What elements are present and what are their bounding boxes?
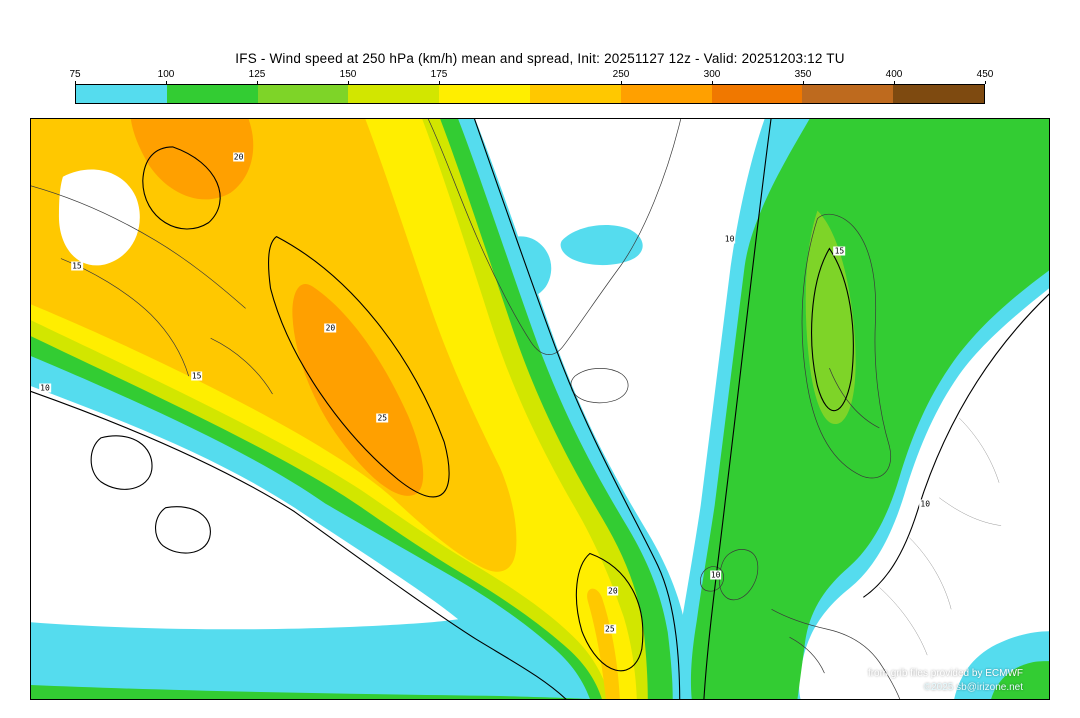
colorbar-segment <box>348 85 440 103</box>
colorbar-tick-mark <box>166 81 167 84</box>
spread-contour <box>155 506 211 554</box>
coastline-namerica-2 <box>60 258 190 377</box>
coastline-europe-inner <box>789 636 825 674</box>
border-line-4 <box>959 417 1000 483</box>
fill-gold-tail-strip <box>587 588 620 699</box>
spread-contour <box>811 247 854 412</box>
spread-contour <box>575 552 644 672</box>
contour-spread-label: 20 <box>324 323 337 333</box>
country-borders <box>879 417 1002 656</box>
contour-spread-label: 20 <box>232 152 245 162</box>
colorbar-tick-label: 175 <box>430 69 448 80</box>
border-line-3 <box>939 497 1002 526</box>
credits: from grib files provided by ECMWF ©2025 … <box>868 667 1023 695</box>
colorbar-tick-label: 150 <box>339 69 357 80</box>
colorbar-tick-label: 250 <box>612 69 630 80</box>
coastlines <box>31 119 901 699</box>
coastline-europe-west <box>771 609 901 699</box>
coastline-baltic <box>829 368 880 429</box>
colorbar-tick-label: 100 <box>157 69 175 80</box>
spread-contour-lines <box>31 119 1049 699</box>
colorbar <box>75 84 985 104</box>
spread-contour <box>90 435 153 490</box>
contour-spread-label: 25 <box>376 413 389 423</box>
map-svg <box>31 119 1049 699</box>
contour-spread-label: 15 <box>190 371 203 381</box>
fill-green-bottom-sliver <box>31 685 590 699</box>
fill-white-hole-upper-left <box>58 169 140 266</box>
spread-contour <box>31 390 567 699</box>
border-line-2 <box>879 587 928 656</box>
contour-spread-label: 25 <box>604 624 616 634</box>
fill-green-right-band <box>690 119 1049 699</box>
colorbar-tick-mark <box>985 81 986 84</box>
map-panel: 20 15 10 15 20 25 20 25 10 10 15 10 from grib files… <box>30 118 1050 700</box>
colorbar-tick-mark <box>803 81 804 84</box>
colorbar-tick-mark <box>75 81 76 84</box>
colorbar-tick-label: 75 <box>69 69 81 80</box>
colorbar-tick-mark <box>439 81 440 84</box>
credit-copyright: ©2025 sb@irizone.net <box>923 682 1023 693</box>
colorbar-tick-label: 450 <box>976 69 994 80</box>
chart-title: IFS - Wind speed at 250 hPa (km/h) mean … <box>235 51 845 66</box>
colorbar-segment <box>439 85 530 103</box>
coastline-greenland <box>427 119 682 355</box>
fill-green-bottom-right-corner <box>991 661 1049 699</box>
coastline-britain <box>719 549 759 601</box>
coastline-namerica-3 <box>210 337 273 395</box>
colorbar-segment <box>711 85 803 103</box>
colorbar-segment <box>529 85 621 103</box>
contour-spread-label: 20 <box>607 586 619 596</box>
fill-orange-core <box>292 283 424 496</box>
colorbar-tick-mark <box>348 81 349 84</box>
coastline-scandinavia <box>801 213 891 479</box>
spread-contour <box>703 119 772 699</box>
fill-lightgreen-right-core <box>805 210 856 425</box>
colorbar-tick-mark <box>621 81 622 84</box>
spread-contour <box>863 293 1049 598</box>
contour-spread-label: 10 <box>709 570 722 580</box>
colorbar-tick-mark <box>894 81 895 84</box>
credit-source: from grib files provided by ECMWF <box>867 668 1023 679</box>
colorbar-segment <box>893 85 984 103</box>
fill-orange-top-blob <box>130 119 254 200</box>
contour-spread-label: 10 <box>39 383 51 393</box>
contour-spread-label: 10 <box>919 499 932 509</box>
colorbar-segment <box>257 85 349 103</box>
colorbar-segment <box>620 85 712 103</box>
wind-speed-fill-layers <box>31 119 1049 699</box>
colorbar-tick-label: 400 <box>885 69 903 80</box>
spread-contour <box>268 235 450 498</box>
border-line-1 <box>909 537 952 610</box>
colorbar-segment <box>166 85 258 103</box>
colorbar-segment <box>802 85 894 103</box>
colorbar-tick-labels: 75 100 125 150 175 250 300 350 400 450 <box>69 69 993 84</box>
colorbar-segment <box>76 85 167 103</box>
contour-spread-label: 10 <box>723 234 736 244</box>
colorbar-tick-label: 125 <box>248 69 266 80</box>
colorbar-tick-label: 300 <box>703 69 721 80</box>
colorbar-tick-mark <box>257 81 258 84</box>
colorbar-tick-label: 350 <box>794 69 812 80</box>
colorbar-tick-mark <box>712 81 713 84</box>
spread-contour <box>473 119 681 699</box>
coastline-namerica-1 <box>31 185 246 309</box>
contour-spread-label: 15 <box>833 246 846 256</box>
fill-cyan-patch-2 <box>560 225 643 266</box>
contour-spread-label: 15 <box>71 261 83 271</box>
contour-label-layer: 20 15 10 15 20 25 20 25 10 10 15 10 <box>31 119 1049 699</box>
spread-contour <box>142 146 221 230</box>
